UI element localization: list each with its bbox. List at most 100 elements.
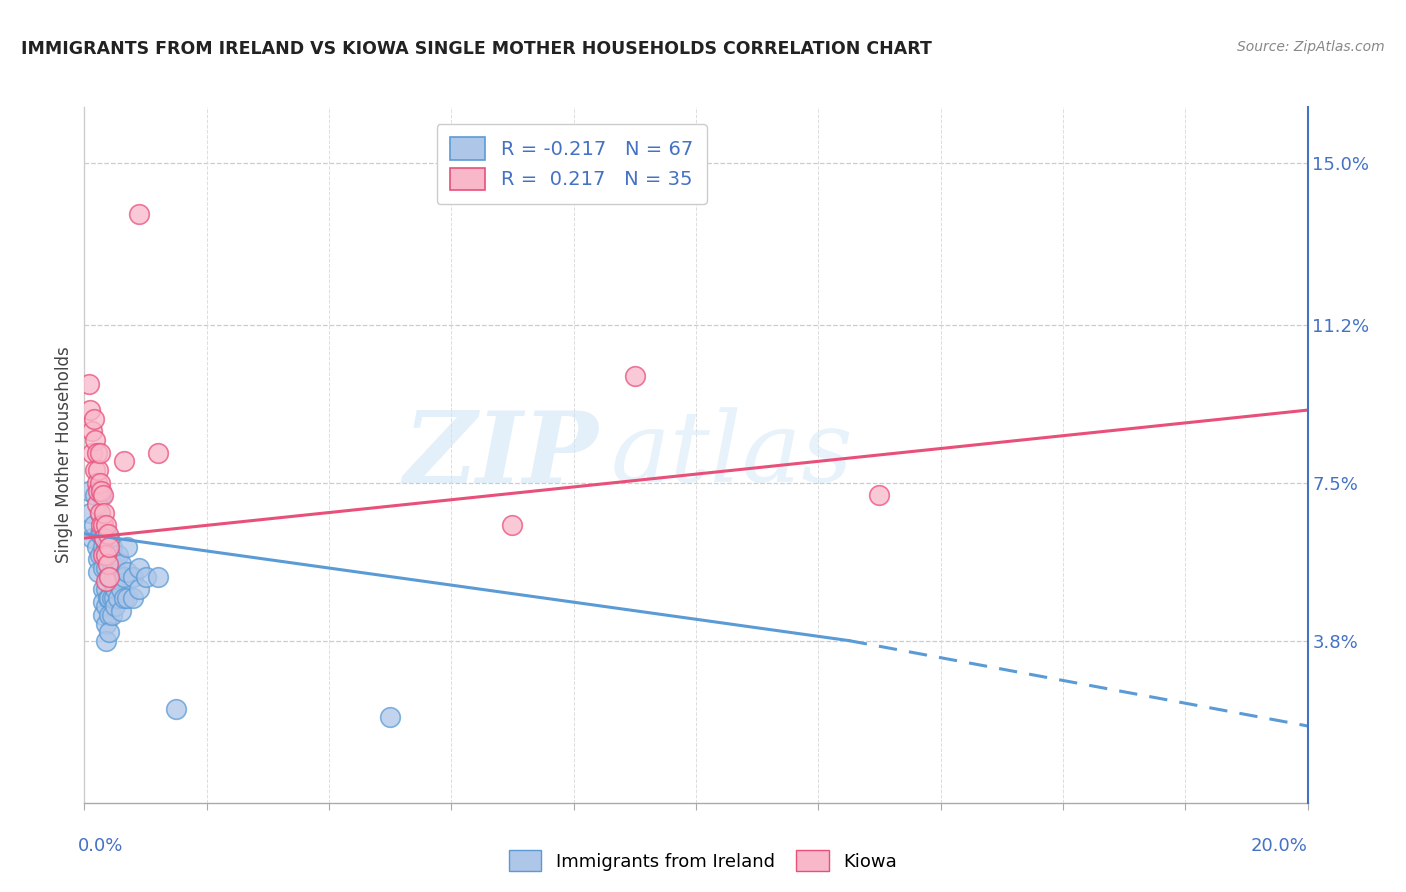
Text: atlas: atlas: [610, 408, 853, 502]
Point: [86, 540, 108, 554]
Point: [79, 506, 101, 520]
Point: [97, 540, 120, 554]
Legend: R = -0.217   N = 67, R =  0.217   N = 35: R = -0.217 N = 67, R = 0.217 N = 35: [437, 124, 707, 203]
Point: [97, 548, 120, 562]
Point: [94, 574, 117, 588]
Point: [80, 446, 103, 460]
Point: [502, 518, 524, 533]
Point: [94, 518, 117, 533]
Point: [97, 591, 120, 605]
Point: [104, 599, 127, 614]
Point: [97, 569, 120, 583]
Point: [112, 454, 135, 468]
Text: 0.0%: 0.0%: [79, 837, 124, 855]
Point: [115, 566, 138, 580]
Point: [89, 527, 111, 541]
Point: [104, 582, 127, 597]
Point: [107, 591, 129, 605]
Point: [112, 569, 135, 583]
Point: [79, 403, 101, 417]
Point: [97, 527, 120, 541]
Point: [93, 531, 115, 545]
Point: [91, 561, 114, 575]
Point: [86, 475, 108, 490]
Point: [91, 607, 114, 622]
Point: [94, 540, 117, 554]
Point: [89, 446, 111, 460]
Point: [87, 552, 110, 566]
Point: [84, 463, 107, 477]
Point: [80, 531, 103, 545]
Point: [128, 582, 150, 597]
Point: [97, 548, 120, 562]
Point: [380, 710, 402, 724]
Point: [101, 540, 124, 554]
Point: [94, 616, 117, 631]
Point: [94, 548, 117, 562]
Point: [115, 540, 138, 554]
Point: [93, 548, 115, 562]
Text: 20.0%: 20.0%: [1251, 837, 1308, 855]
Point: [104, 561, 127, 575]
Point: [86, 446, 108, 460]
Point: [90, 488, 112, 502]
Point: [128, 207, 150, 221]
Point: [146, 569, 169, 583]
Point: [869, 488, 891, 502]
Text: IMMIGRANTS FROM IRELAND VS KIOWA SINGLE MOTHER HOUSEHOLDS CORRELATION CHART: IMMIGRANTS FROM IRELAND VS KIOWA SINGLE …: [21, 40, 932, 58]
Point: [94, 633, 117, 648]
Point: [91, 518, 114, 533]
Point: [122, 591, 145, 605]
Point: [91, 518, 114, 533]
Point: [624, 368, 647, 383]
Point: [91, 595, 114, 609]
Text: ZIP: ZIP: [404, 407, 598, 503]
Point: [87, 484, 110, 499]
Point: [146, 446, 169, 460]
Point: [93, 506, 115, 520]
Point: [97, 531, 120, 545]
Point: [103, 552, 125, 566]
Point: [101, 591, 124, 605]
Point: [91, 582, 114, 597]
Point: [107, 569, 129, 583]
Point: [94, 582, 117, 597]
Point: [97, 569, 120, 583]
Point: [87, 463, 110, 477]
Point: [101, 557, 124, 571]
Point: [128, 561, 150, 575]
Point: [97, 557, 120, 571]
Legend: Immigrants from Ireland, Kiowa: Immigrants from Ireland, Kiowa: [502, 843, 904, 879]
Point: [91, 548, 114, 562]
Point: [77, 377, 100, 392]
Point: [80, 425, 103, 439]
Point: [90, 518, 112, 533]
Point: [101, 574, 124, 588]
Point: [110, 557, 132, 571]
Point: [91, 540, 114, 554]
Point: [97, 607, 120, 622]
Point: [94, 561, 117, 575]
Y-axis label: Single Mother Households: Single Mother Households: [55, 347, 73, 563]
Point: [112, 591, 135, 605]
Point: [107, 548, 129, 562]
Point: [90, 484, 112, 499]
Point: [97, 569, 120, 583]
Text: Source: ZipAtlas.com: Source: ZipAtlas.com: [1237, 40, 1385, 54]
Point: [83, 518, 105, 533]
Point: [98, 569, 121, 583]
Point: [89, 506, 111, 520]
Point: [93, 531, 115, 545]
Point: [98, 548, 121, 562]
Point: [89, 548, 111, 562]
Point: [84, 488, 107, 502]
Point: [87, 566, 110, 580]
Point: [86, 497, 108, 511]
Point: [115, 591, 138, 605]
Point: [91, 488, 114, 502]
Point: [165, 702, 187, 716]
Point: [110, 604, 132, 618]
Point: [90, 527, 112, 541]
Point: [84, 433, 107, 447]
Point: [97, 625, 120, 640]
